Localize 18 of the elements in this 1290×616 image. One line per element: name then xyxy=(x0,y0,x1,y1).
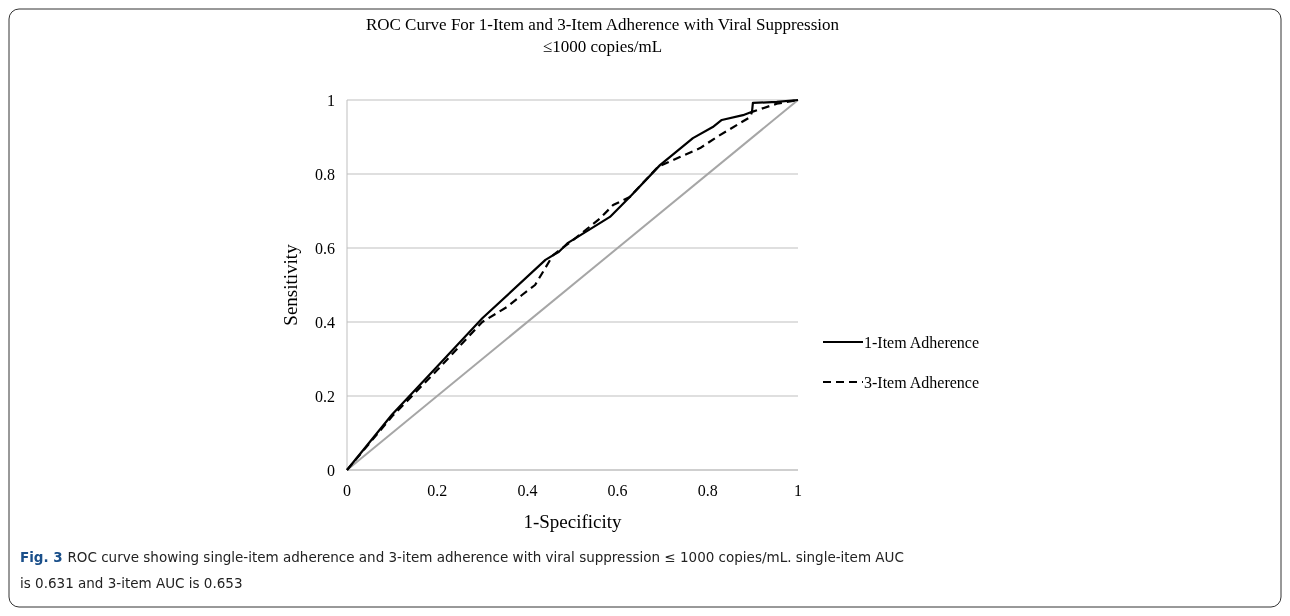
legend-label: 1-Item Adherence xyxy=(864,333,980,351)
chart-title: ROC Curve For 1-Item and 3-Item Adherence with Viral Suppression ≤1000 copies/mL xyxy=(365,15,840,56)
x-tick-label: 1 xyxy=(794,482,802,499)
legend-label: 3-Item Adherence xyxy=(864,373,980,391)
x-tick-label: 0.4 xyxy=(517,482,538,499)
y-tick-label: 0.2 xyxy=(315,387,335,405)
x-tick-label: 0 xyxy=(343,482,351,499)
x-tick-label: 0.8 xyxy=(697,482,718,499)
y-tick-label: 0.4 xyxy=(315,313,335,331)
y-tick-label: 0.8 xyxy=(315,165,335,183)
caption: Fig. 3 ROC curve showing single-item adherence and 3-item adherence with viral suppression ≤ 1000 copies/mL. single-item AUC is 0.631 and 3-item AUC is 0.653 xyxy=(20,549,904,591)
y-tick-label: 0.6 xyxy=(315,239,335,257)
x-axis-title: 1-Specificity xyxy=(523,511,623,532)
x-tick-label: 0.6 xyxy=(607,482,628,499)
y-tick-label: 0 xyxy=(327,461,335,479)
y-tick-label: 1 xyxy=(327,91,335,109)
x-tick-label: 0.2 xyxy=(427,482,448,499)
y-axis-title: Sensitivity xyxy=(280,243,301,326)
